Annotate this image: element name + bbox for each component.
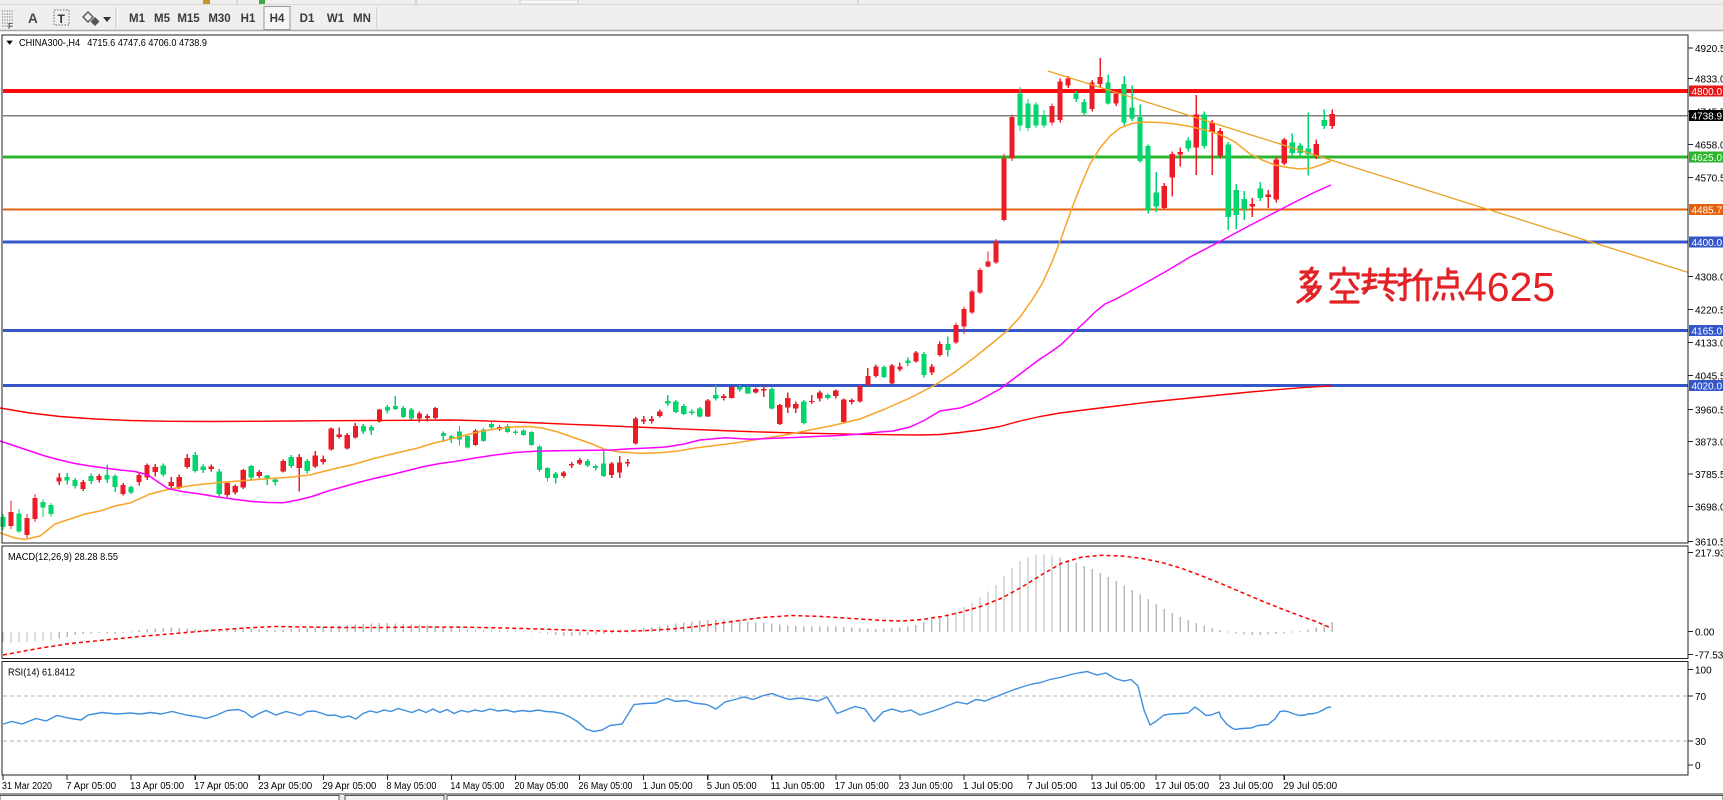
svg-text:14 May 05:00: 14 May 05:00	[450, 781, 504, 792]
svg-text:4833.0: 4833.0	[1695, 75, 1723, 86]
svg-text:4625: 4625	[1464, 264, 1555, 310]
svg-text:5 Jun 05:00: 5 Jun 05:00	[707, 781, 757, 792]
svg-text:217.93: 217.93	[1695, 549, 1723, 560]
svg-text:23 Jul 05:00: 23 Jul 05:00	[1219, 781, 1273, 792]
svg-text:20 May 05:00: 20 May 05:00	[515, 781, 569, 792]
svg-text:4220.5: 4220.5	[1695, 306, 1723, 317]
svg-text:17 Apr 05:00: 17 Apr 05:00	[194, 781, 248, 792]
svg-text:M15: M15	[177, 13, 200, 25]
svg-text:4800.0: 4800.0	[1692, 87, 1723, 98]
svg-text:1 Jul 05:00: 1 Jul 05:00	[963, 781, 1013, 792]
svg-text:4625.0: 4625.0	[1692, 153, 1723, 164]
svg-text:MN: MN	[353, 13, 371, 25]
svg-text:3610.5: 3610.5	[1695, 538, 1723, 549]
svg-text:0.00: 0.00	[1695, 628, 1715, 639]
svg-text:M1: M1	[129, 13, 146, 25]
svg-text:31 Mar 2020: 31 Mar 2020	[2, 781, 52, 792]
svg-text:7 Jul 05:00: 7 Jul 05:00	[1027, 781, 1077, 792]
svg-text:H4: H4	[270, 13, 285, 25]
svg-text:3960.5: 3960.5	[1695, 405, 1723, 416]
svg-text:4658.0: 4658.0	[1695, 141, 1723, 152]
svg-text:0: 0	[1695, 761, 1701, 772]
svg-text:17 Jul 05:00: 17 Jul 05:00	[1155, 781, 1209, 792]
svg-text:4045.5: 4045.5	[1695, 372, 1723, 383]
svg-text:8 May 05:00: 8 May 05:00	[386, 781, 436, 792]
svg-text:M5: M5	[154, 13, 171, 25]
svg-text:23 Apr 05:00: 23 Apr 05:00	[258, 781, 312, 792]
svg-text:4570.5: 4570.5	[1695, 174, 1723, 185]
svg-text:W1: W1	[327, 13, 345, 25]
svg-text:H1: H1	[241, 13, 256, 25]
svg-text:4308.0: 4308.0	[1695, 273, 1723, 284]
svg-text:30: 30	[1695, 737, 1707, 748]
svg-text:RSI(14) 61.8412: RSI(14) 61.8412	[8, 668, 75, 679]
svg-text:3698.0: 3698.0	[1695, 503, 1723, 514]
svg-text:3785.5: 3785.5	[1695, 470, 1723, 481]
svg-text:100: 100	[1695, 666, 1712, 677]
svg-text:F: F	[8, 22, 13, 31]
svg-text:17 Jun 05:00: 17 Jun 05:00	[835, 781, 889, 792]
svg-text:4920.5: 4920.5	[1695, 44, 1723, 55]
svg-text:T: T	[58, 12, 66, 26]
svg-text:M30: M30	[208, 13, 230, 25]
svg-text:CHINA300-,H4 4715.6 4747.6 47: CHINA300-,H4 4715.6 4747.6 4706.0 4738.9	[19, 38, 207, 49]
svg-text:4165.0: 4165.0	[1692, 326, 1723, 337]
svg-text:4400.0: 4400.0	[1692, 238, 1723, 249]
svg-text:29 Apr 05:00: 29 Apr 05:00	[322, 781, 376, 792]
svg-text:A: A	[28, 11, 38, 26]
svg-text:23 Jun 05:00: 23 Jun 05:00	[899, 781, 953, 792]
svg-text:1 Jun 05:00: 1 Jun 05:00	[643, 781, 693, 792]
svg-text:4133.0: 4133.0	[1695, 339, 1723, 350]
svg-text:11 Jun 05:00: 11 Jun 05:00	[771, 781, 825, 792]
svg-text:4020.0: 4020.0	[1692, 381, 1723, 392]
svg-text:26 May 05:00: 26 May 05:00	[579, 781, 633, 792]
svg-text:13 Apr 05:00: 13 Apr 05:00	[130, 781, 184, 792]
svg-text:MACD(12,26,9) 28.28 8.55: MACD(12,26,9) 28.28 8.55	[8, 552, 118, 563]
svg-text:4485.7: 4485.7	[1692, 205, 1723, 216]
svg-text:13 Jul 05:00: 13 Jul 05:00	[1091, 781, 1145, 792]
svg-text:70: 70	[1695, 692, 1707, 703]
svg-text:4738.9: 4738.9	[1692, 111, 1723, 122]
svg-text:-77.53: -77.53	[1695, 651, 1723, 662]
svg-text:D1: D1	[300, 13, 315, 25]
svg-text:29 Jul 05:00: 29 Jul 05:00	[1283, 781, 1337, 792]
svg-text:7 Apr 05:00: 7 Apr 05:00	[66, 781, 116, 792]
svg-text:3873.0: 3873.0	[1695, 438, 1723, 449]
